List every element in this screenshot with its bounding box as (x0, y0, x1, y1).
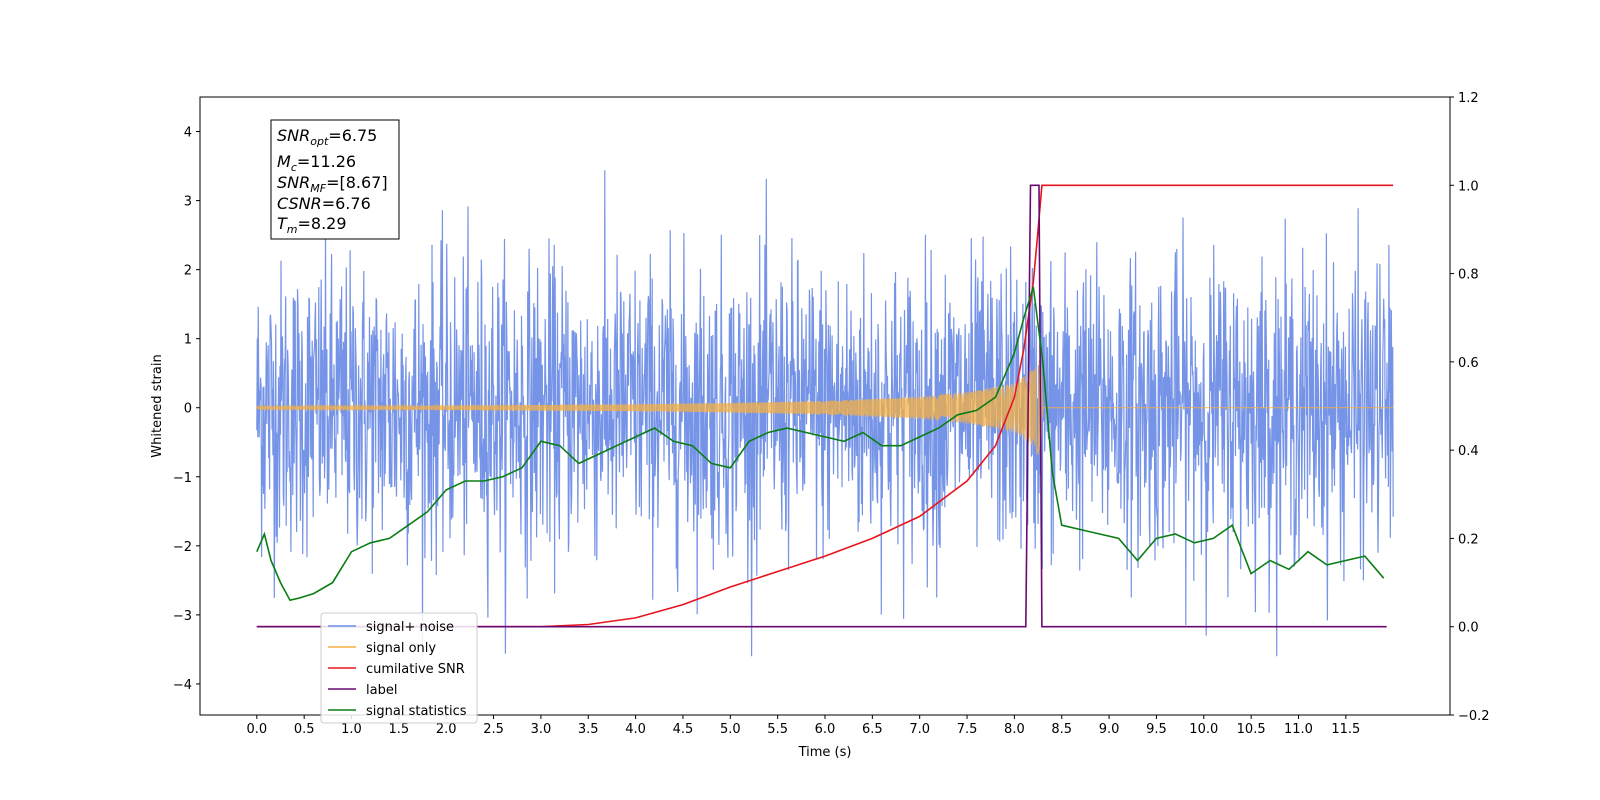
y2-tick-label: 0.4 (1458, 444, 1479, 459)
series-signal-only (256, 359, 1394, 456)
x-tick-label: 11.0 (1284, 722, 1313, 737)
series-cumulative-snr (256, 184, 1394, 628)
x-tick-label: 8.0 (1004, 722, 1025, 737)
y2-tick-label: 0.0 (1458, 621, 1479, 636)
x-tick-label: 1.0 (341, 722, 362, 737)
legend-entry: cumilative SNR (366, 662, 465, 677)
x-tick-label: 5.0 (720, 722, 741, 737)
y-axis-label: Whitened strain (150, 354, 165, 457)
series-label (256, 184, 1387, 628)
x-tick-label: 0.0 (246, 722, 267, 737)
series-signal-noise (256, 170, 1394, 657)
x-tick-label: 2.0 (436, 722, 457, 737)
y-tick-label: 0 (184, 402, 192, 417)
info-snr-mf: SNRMF=[8.67] (277, 173, 388, 195)
legend-entry: label (366, 683, 397, 698)
x-axis-label: Time (s) (798, 745, 852, 760)
x-tick-label: 7.5 (957, 722, 978, 737)
x-tick-label: 0.5 (294, 722, 315, 737)
x-tick-label: 6.0 (815, 722, 836, 737)
info-mc: Mc=11.26 (277, 152, 356, 174)
y-tick-label: −3 (173, 609, 192, 624)
legend-frame (320, 612, 478, 724)
x-tick-label: 2.5 (483, 722, 504, 737)
y-tick-label: −1 (173, 471, 192, 486)
y2-tick-label: 1.2 (1458, 91, 1479, 106)
y-tick-label: 1 (184, 333, 192, 348)
info-box-frame (270, 119, 400, 240)
x-tick-label: 9.0 (1099, 722, 1120, 737)
plot-area (256, 170, 1394, 657)
y-tick-label: 2 (184, 264, 192, 279)
x-tick-label: 8.5 (1051, 722, 1072, 737)
legend-entry: signal only (366, 641, 436, 656)
y-tick-label: −4 (173, 678, 192, 693)
info-tm: Tm=8.29 (277, 214, 347, 236)
x-tick-label: 10.0 (1189, 722, 1218, 737)
x-tick-label: 1.5 (389, 722, 410, 737)
info-snr-opt: SNRopt=6.75 (277, 126, 377, 148)
x-tick-label: 11.5 (1331, 722, 1360, 737)
y2-tick-label: −0.2 (1458, 709, 1490, 724)
legend-entry: signal statistics (366, 704, 467, 719)
info-csnr: CSNR=6.76 (277, 194, 371, 213)
x-tick-label: 5.5 (767, 722, 788, 737)
x-tick-label: 3.5 (578, 722, 599, 737)
y-tick-label: −2 (173, 540, 192, 555)
legend: signal+ noise signal only cumilative SNR la… (320, 612, 478, 724)
y2-tick-label: 0.2 (1458, 532, 1479, 547)
x-tick-label: 3.0 (531, 722, 552, 737)
y2-tick-label: 1.0 (1458, 179, 1479, 194)
x-tick-label: 9.5 (1146, 722, 1167, 737)
info-box: SNRopt=6.75 Mc=11.26 SNRMF=[8.67] CSNR=6… (270, 119, 400, 240)
y-tick-label: 3 (184, 195, 192, 210)
legend-entry: signal+ noise (366, 620, 454, 635)
series-signal-statistics (256, 286, 1385, 602)
y2-tick-label: 0.6 (1458, 356, 1479, 371)
y-tick-label: 4 (184, 126, 192, 141)
x-tick-label: 4.0 (625, 722, 646, 737)
y2-tick-label: 0.8 (1458, 268, 1479, 283)
x-tick-label: 6.5 (862, 722, 883, 737)
x-tick-label: 10.5 (1237, 722, 1266, 737)
y-axis-right: 1.2 1.0 0.8 0.6 0.4 0.2 0.0 −0.2 (1450, 91, 1490, 724)
x-axis: 0.0 0.5 1.0 1.5 2.0 2.5 3.0 3.5 4.0 4.5 5.0 5.5 6.0 6… (246, 715, 1360, 737)
x-tick-label: 4.5 (673, 722, 694, 737)
y-axis-left: 4 3 2 1 0 −1 −2 −3 −4 (173, 126, 200, 693)
x-tick-label: 7.0 (909, 722, 930, 737)
